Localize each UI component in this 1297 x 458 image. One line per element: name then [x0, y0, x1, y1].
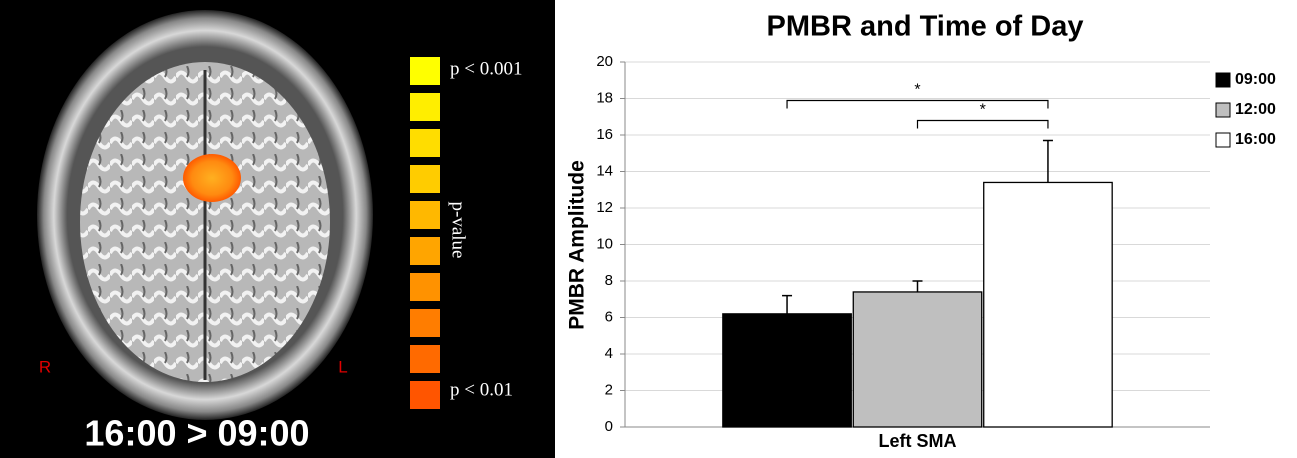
y-tick-label: 8	[605, 272, 613, 289]
y-tick-label: 4	[605, 345, 613, 362]
y-tick-label: 0	[605, 418, 613, 435]
significance-bracket	[916, 119, 1049, 129]
hemisphere-label: L	[338, 357, 347, 376]
colorbar-swatch	[410, 273, 440, 301]
legend-label: 16:00	[1235, 131, 1276, 148]
y-tick-label: 20	[596, 53, 613, 70]
activation-blob	[183, 154, 241, 202]
y-tick-label: 12	[596, 199, 613, 216]
colorbar-swatch	[410, 93, 440, 121]
error-bar	[1042, 139, 1053, 183]
colorbar-swatch	[410, 237, 440, 265]
y-tick-label: 14	[596, 162, 613, 179]
x-tick-label: Left SMA	[879, 431, 957, 451]
legend-swatch	[1215, 72, 1231, 88]
colorbar-swatch	[410, 165, 440, 193]
colorbar-title: p-value	[448, 202, 469, 259]
bar	[983, 181, 1113, 428]
legend-swatch	[1215, 102, 1231, 118]
contrast-label: 16:00 > 09:00	[84, 413, 309, 454]
y-tick-label: 2	[605, 381, 613, 398]
y-tick-label: 18	[596, 89, 613, 106]
hemisphere-label: R	[39, 357, 51, 376]
y-axis-label: PMBR Amplitude	[566, 160, 589, 330]
legend-label: 12:00	[1235, 101, 1276, 118]
colorbar-swatch	[410, 57, 440, 85]
bar	[852, 291, 983, 428]
colorbar-swatch	[410, 309, 440, 337]
error-bar	[912, 280, 923, 292]
plot-area: 0 2 4 6 8 10 12 14 16 18 20 Left SMA * * 09:00 12:00 16:…	[596, 53, 1276, 451]
significance-label: *	[914, 82, 920, 99]
colorbar-swatch	[410, 381, 440, 409]
significance-bracket	[786, 99, 1049, 109]
bar	[722, 313, 852, 428]
colorbar-swatch	[410, 129, 440, 157]
colorbar-swatch	[410, 201, 440, 229]
y-tick-label: 6	[605, 308, 613, 325]
y-tick-label: 16	[596, 126, 613, 143]
y-tick-label: 10	[596, 235, 613, 252]
colorbar	[410, 57, 440, 409]
legend-label: 09:00	[1235, 71, 1276, 88]
chart-title: PMBR and Time of Day	[767, 11, 1084, 43]
error-bar	[782, 294, 793, 314]
colorbar-swatch	[410, 345, 440, 373]
colorbar-bottom-label: p < 0.01	[450, 379, 513, 400]
significance-label: *	[980, 102, 986, 119]
legend-swatch	[1215, 132, 1231, 148]
colorbar-top-label: p < 0.001	[450, 58, 522, 79]
